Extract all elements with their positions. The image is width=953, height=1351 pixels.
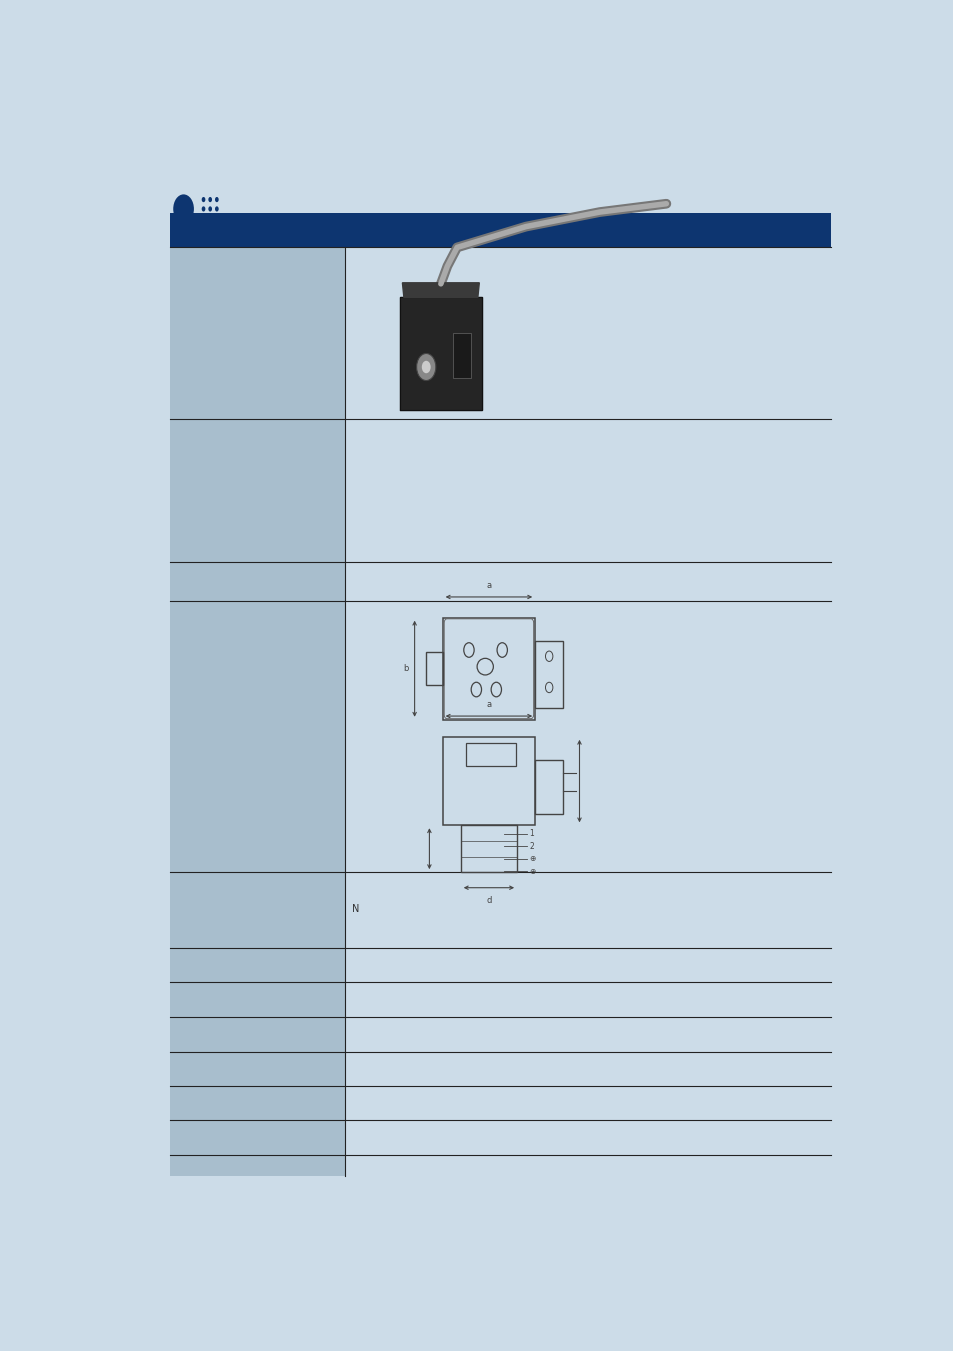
Circle shape (208, 197, 212, 203)
Polygon shape (402, 282, 478, 297)
Bar (465, 743, 516, 766)
Circle shape (214, 207, 218, 212)
Bar (535, 640, 562, 708)
Text: d: d (486, 896, 491, 905)
Text: a: a (486, 700, 491, 709)
Circle shape (208, 216, 212, 222)
Circle shape (214, 216, 218, 222)
Circle shape (201, 197, 205, 203)
Text: ⊕: ⊕ (529, 854, 536, 863)
Circle shape (201, 207, 205, 212)
Bar (453, 334, 471, 378)
Polygon shape (400, 297, 481, 409)
Circle shape (208, 207, 212, 212)
Bar (460, 825, 517, 873)
Text: a: a (486, 581, 491, 589)
Text: 2: 2 (529, 842, 534, 851)
Circle shape (214, 197, 218, 203)
Bar (344, 224, 830, 1177)
Bar (442, 617, 535, 720)
Bar (170, 213, 830, 247)
Circle shape (201, 216, 205, 222)
Text: N: N (352, 904, 359, 915)
Text: 1: 1 (529, 830, 534, 838)
Bar (170, 224, 344, 1177)
Circle shape (416, 354, 436, 381)
Circle shape (173, 195, 193, 223)
Bar (426, 653, 442, 685)
Text: ⊕: ⊕ (529, 866, 536, 875)
Bar (535, 761, 562, 815)
Bar (442, 736, 535, 825)
Text: b: b (403, 665, 408, 673)
Circle shape (421, 361, 430, 373)
